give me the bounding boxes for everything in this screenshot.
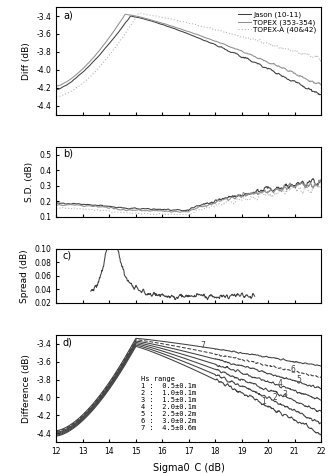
Text: 6: 6 bbox=[291, 365, 296, 374]
Text: Hs range
1 :  0.5±0.1m
2 :  1.0±0.1m
3 :  1.5±0.1m
4 :  2.0±0.1m
5 :  2.5±0.2m
6: Hs range 1 : 0.5±0.1m 2 : 1.0±0.1m 3 : 1… bbox=[141, 376, 196, 430]
TOPEX-A (40&42) bbox=[174, 18, 178, 23]
Jason (10-11) bbox=[232, 50, 236, 55]
Jason (10-11) bbox=[211, 41, 215, 46]
Line: TOPEX (353-354): TOPEX (353-354) bbox=[56, 14, 321, 86]
TOPEX-A (40&42) bbox=[54, 94, 58, 99]
TOPEX-A (40&42) bbox=[211, 26, 215, 32]
Text: a): a) bbox=[63, 10, 72, 20]
Y-axis label: Difference (dB): Difference (dB) bbox=[22, 354, 31, 423]
Text: d): d) bbox=[63, 338, 73, 348]
Jason (10-11) bbox=[128, 13, 132, 19]
Jason (10-11) bbox=[319, 92, 323, 97]
Text: 7: 7 bbox=[201, 341, 206, 350]
TOPEX (353-354) bbox=[101, 43, 105, 48]
TOPEX (353-354) bbox=[232, 45, 236, 51]
Y-axis label: Diff (dB): Diff (dB) bbox=[22, 42, 31, 80]
Text: 1: 1 bbox=[261, 397, 266, 406]
Text: 2: 2 bbox=[272, 393, 277, 402]
Jason (10-11) bbox=[101, 48, 105, 53]
Jason (10-11) bbox=[254, 60, 258, 66]
TOPEX (353-354) bbox=[54, 83, 58, 89]
Jason (10-11) bbox=[122, 21, 126, 27]
TOPEX (353-354) bbox=[211, 37, 215, 43]
Line: Jason (10-11): Jason (10-11) bbox=[56, 16, 321, 95]
Text: c): c) bbox=[63, 250, 72, 261]
Y-axis label: S.D. (dB): S.D. (dB) bbox=[25, 162, 34, 202]
TOPEX (353-354) bbox=[174, 25, 178, 31]
TOPEX (353-354) bbox=[123, 11, 127, 17]
TOPEX-A (40&42) bbox=[232, 32, 236, 37]
Text: 4: 4 bbox=[277, 379, 282, 388]
TOPEX (353-354) bbox=[254, 54, 258, 60]
Text: b): b) bbox=[63, 149, 73, 159]
Line: TOPEX-A (40&42): TOPEX-A (40&42) bbox=[56, 13, 321, 96]
TOPEX (353-354) bbox=[319, 82, 323, 88]
Jason (10-11) bbox=[174, 26, 178, 32]
TOPEX (353-354) bbox=[122, 13, 126, 18]
TOPEX-A (40&42) bbox=[254, 37, 258, 43]
TOPEX-A (40&42) bbox=[138, 10, 142, 16]
Text: 5: 5 bbox=[296, 375, 301, 384]
X-axis label: Sigma0_C (dB): Sigma0_C (dB) bbox=[153, 462, 225, 473]
Legend: Jason (10-11), TOPEX (353-354), TOPEX-A (40&42): Jason (10-11), TOPEX (353-354), TOPEX-A … bbox=[237, 11, 317, 34]
Jason (10-11) bbox=[318, 92, 322, 97]
Text: 3: 3 bbox=[283, 390, 288, 399]
Jason (10-11) bbox=[54, 87, 58, 92]
TOPEX-A (40&42) bbox=[101, 60, 105, 65]
TOPEX-A (40&42) bbox=[319, 58, 323, 63]
Y-axis label: Spread (dB): Spread (dB) bbox=[20, 249, 29, 303]
TOPEX-A (40&42) bbox=[122, 32, 126, 38]
